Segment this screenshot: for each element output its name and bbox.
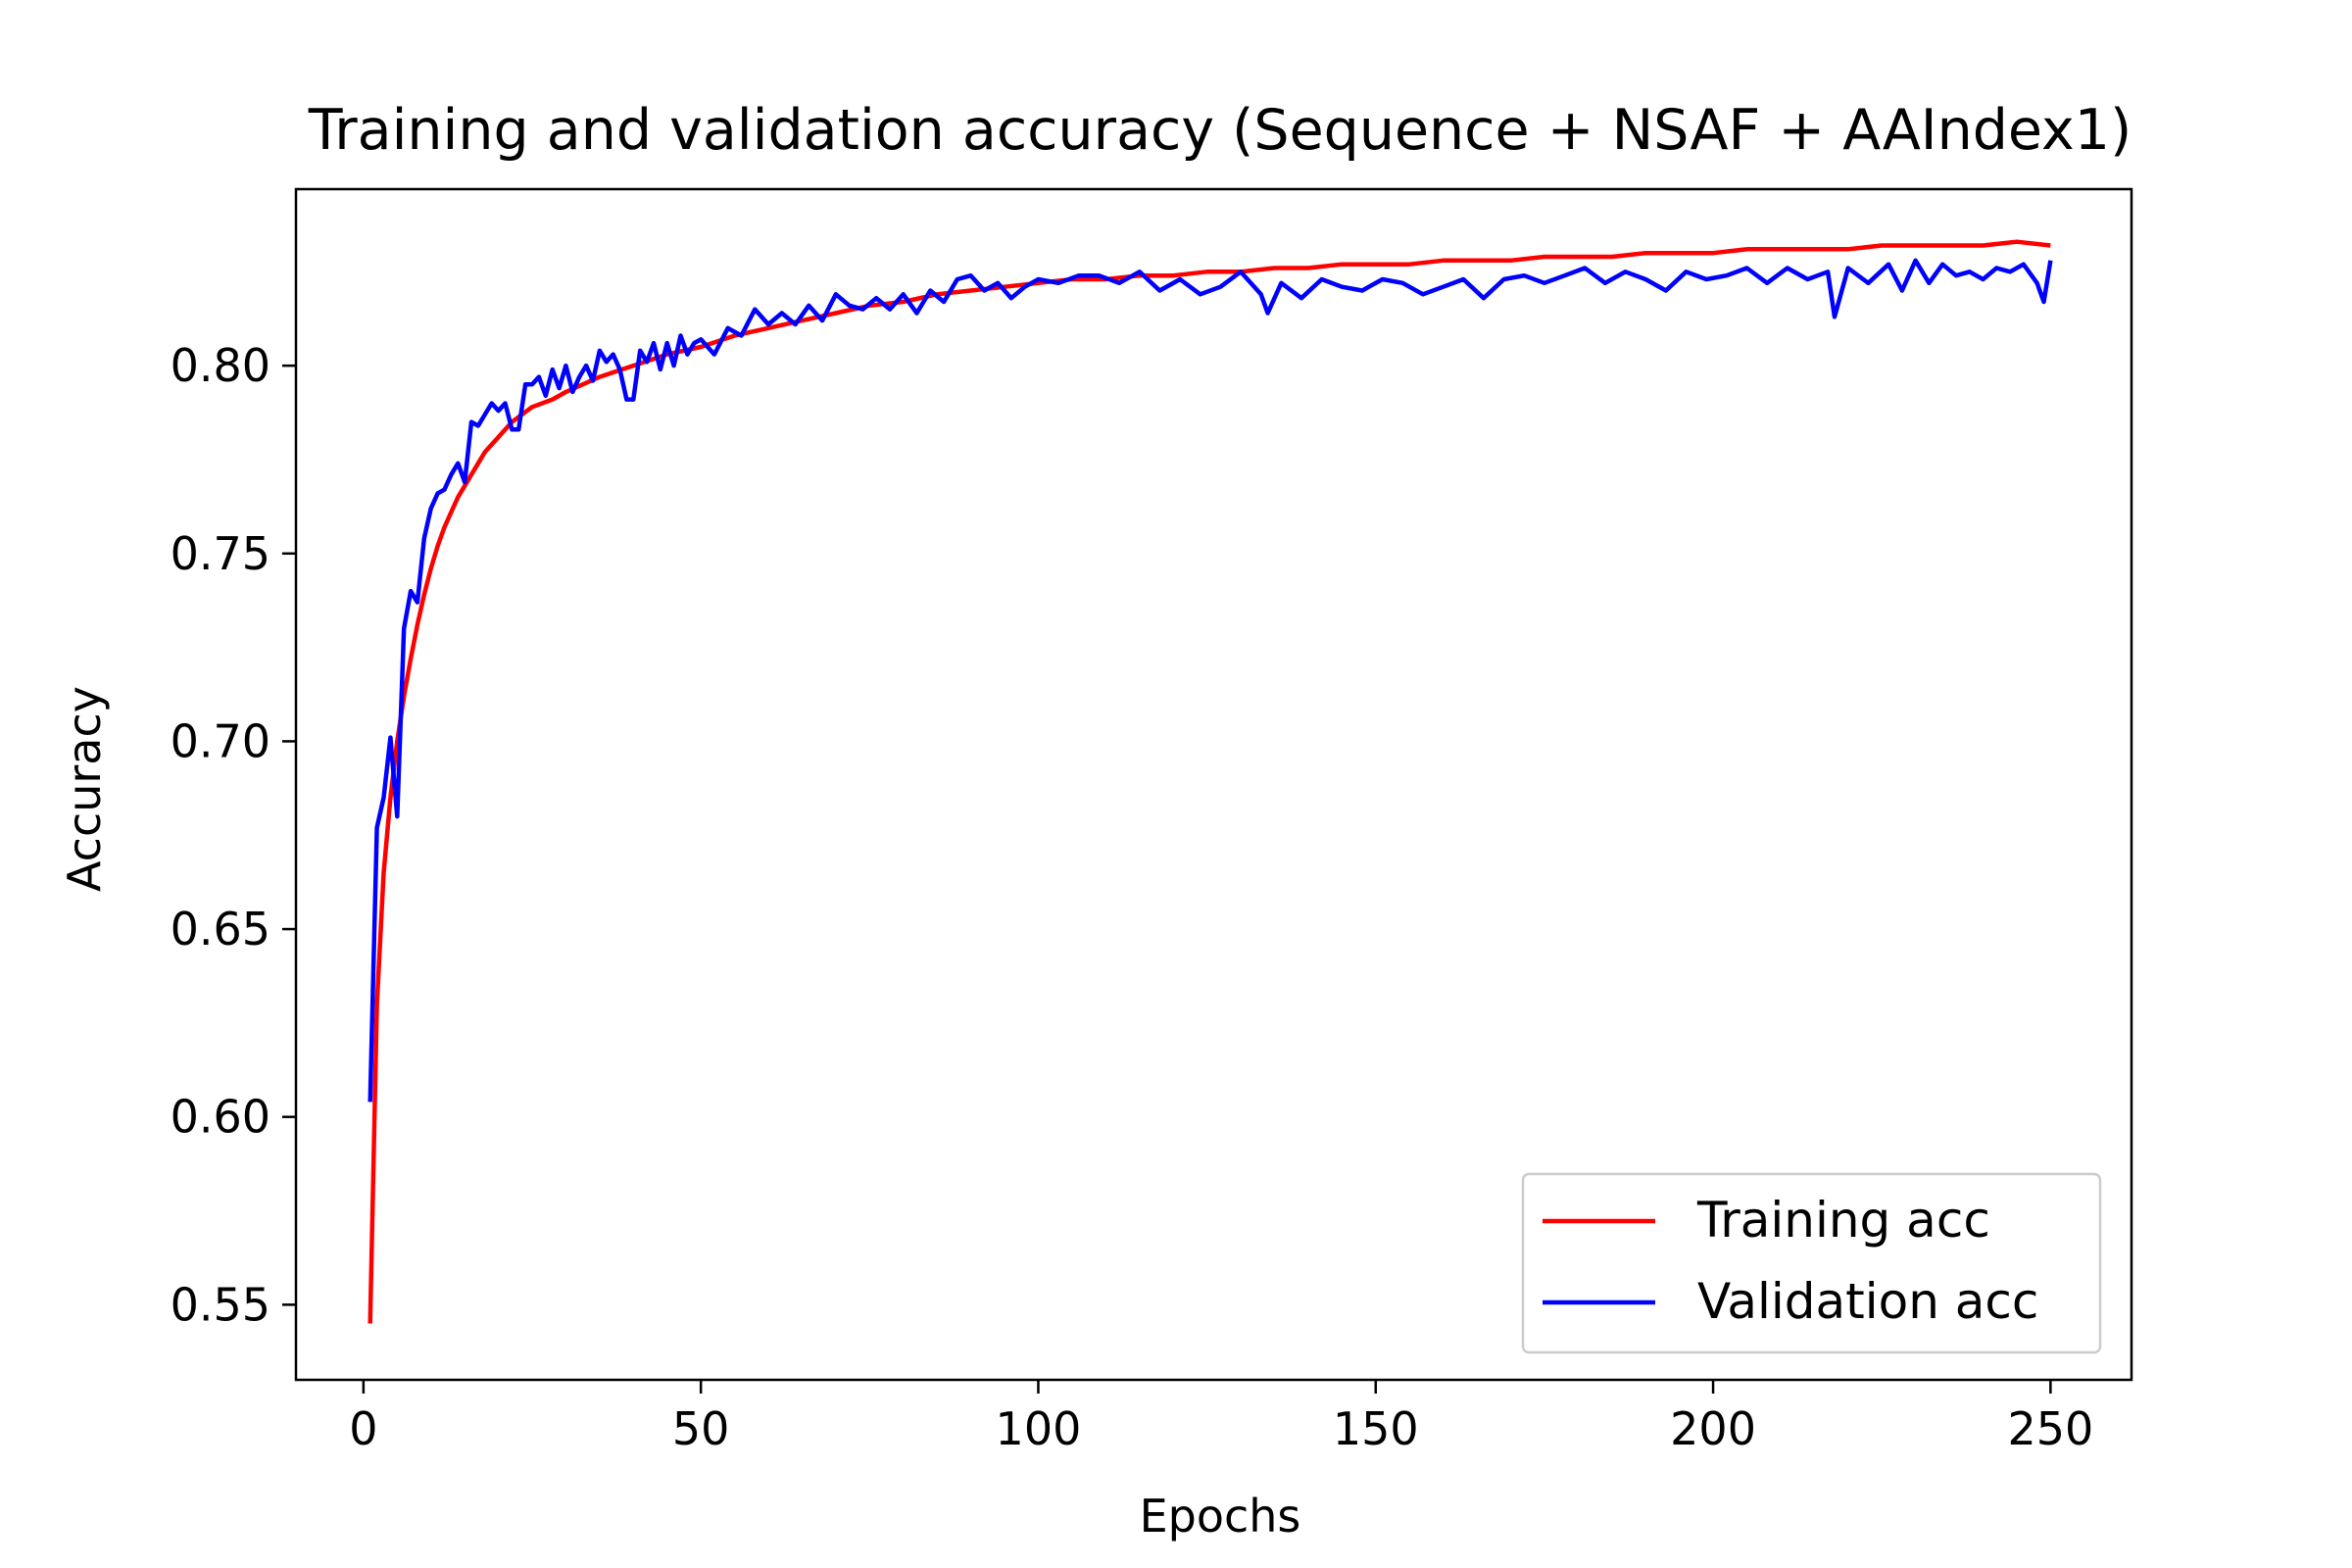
x-tick-label: 50 [672, 1402, 730, 1455]
x-tick-label: 0 [349, 1402, 377, 1455]
axes-layer: 0 50 100 150 200 250 0.55 0.60 0.65 0.70 0.75 0.80 [171, 187, 2133, 1455]
x-tick-label: 150 [1333, 1402, 1419, 1455]
x-tick-label: 100 [996, 1402, 1082, 1455]
series-line-validation-acc [368, 258, 2053, 1102]
x-axis-label: Epochs [1140, 1490, 1301, 1543]
legend-label: Validation acc [1697, 1273, 2038, 1330]
y-tick-label: 0.70 [171, 714, 270, 767]
y-tick-label: 0.75 [171, 527, 270, 580]
y-tick-label: 0.80 [171, 339, 270, 392]
plot-frame [294, 187, 2133, 1382]
y-tick-label: 0.60 [171, 1091, 270, 1144]
series-layer [368, 239, 2053, 1324]
legend-box [1521, 1172, 2102, 1354]
y-tick-label: 0.65 [171, 903, 270, 956]
chart-title: Training and validation accuracy (Sequen… [308, 98, 2132, 163]
legend-label: Training acc [1696, 1192, 1990, 1249]
y-axis-label: Accuracy [58, 686, 111, 892]
x-tick-label: 250 [2007, 1402, 2093, 1455]
series-line-training-acc [368, 239, 2051, 1324]
x-tick-label: 200 [1670, 1402, 1756, 1455]
y-tick-label: 0.55 [171, 1278, 270, 1331]
legend: Training acc Validation acc [1521, 1172, 2102, 1354]
